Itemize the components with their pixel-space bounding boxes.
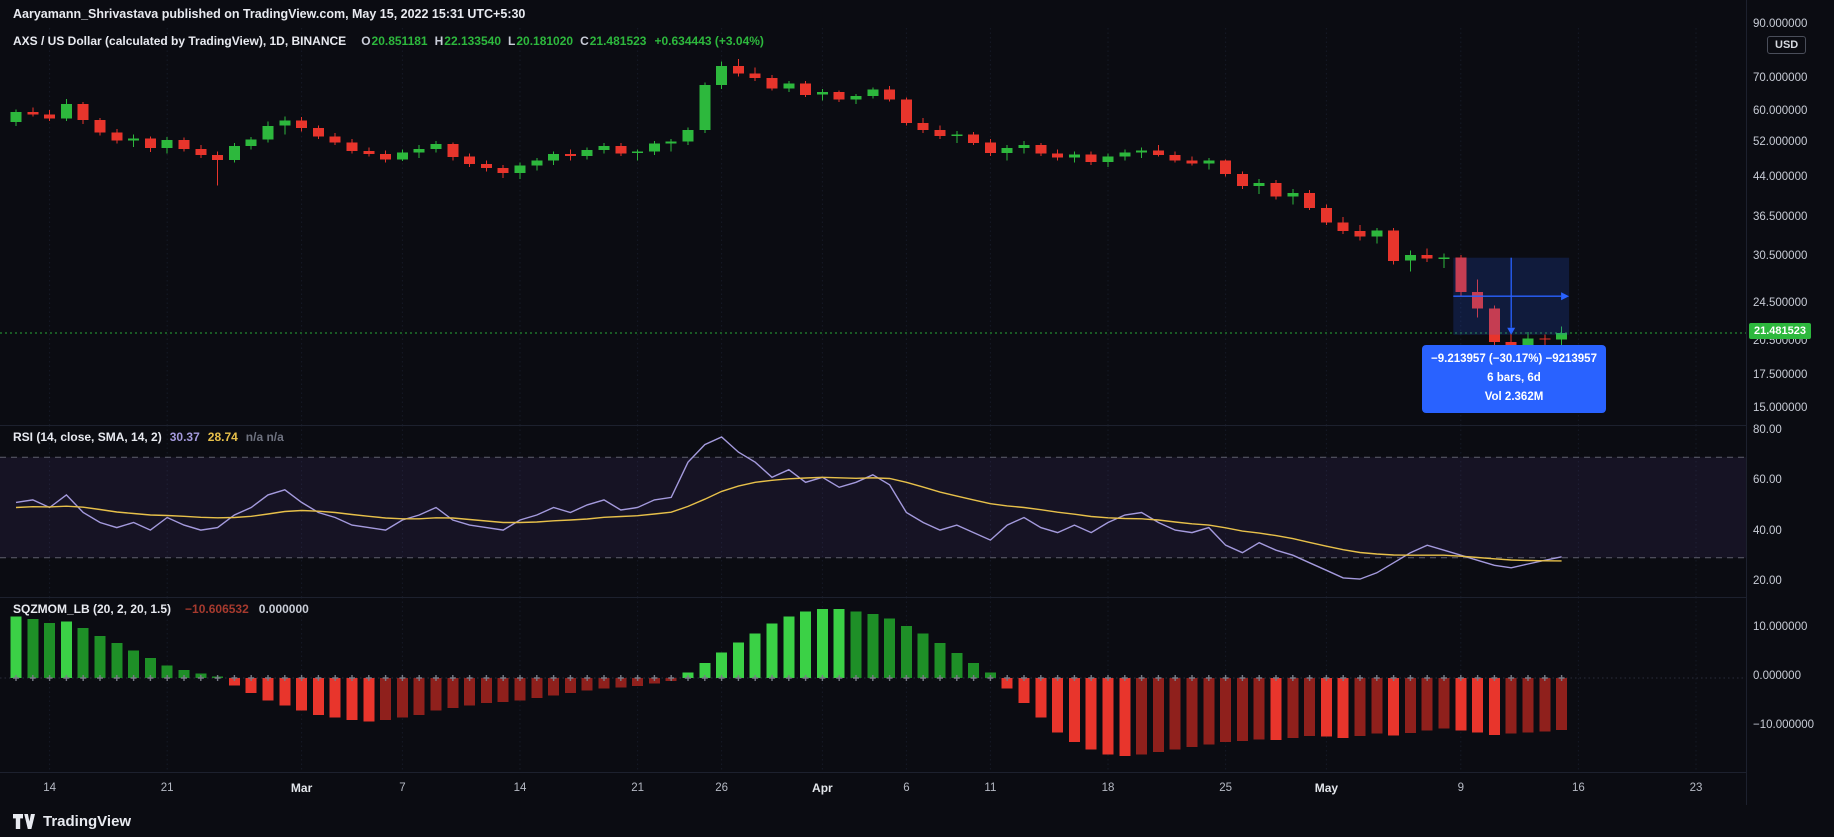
change-value: +0.634443 (+3.04%) [654,34,764,48]
time-axis-tick: 7 [399,782,406,794]
low-value: 20.181020 [516,34,574,48]
sqzmom-zero-value: 0.000000 [258,602,309,616]
sqzmom-value: −10.606532 [185,602,249,616]
time-axis-tick: 26 [715,782,728,794]
price-range-drawing[interactable] [1453,257,1570,335]
tradingview-logo-icon[interactable] [13,813,35,829]
rsi-ma-line [15,476,1562,562]
current-price-badge: 21.481523 [1749,323,1811,340]
close-value: 21.481523 [589,34,647,48]
price-axis-label: 52.000000 [1753,135,1808,148]
price-axis-label: 44.000000 [1753,171,1808,184]
attribution-bar: Aaryamann_Shrivastava published on Tradi… [0,0,1834,28]
time-axis-tick: 11 [984,782,997,794]
time-axis-month-tick: May [1314,781,1339,795]
open-value: 20.851181 [371,34,428,48]
high-value: 22.133540 [444,34,501,48]
usd-unit-button[interactable]: USD [1767,36,1807,54]
rsi-line [15,436,1562,580]
time-axis-month-tick: Apr [812,781,833,795]
time-axis-tick: 14 [513,782,527,794]
time-axis[interactable]: 14 21 Mar 7 14 21 26 Apr 6 11 18 25 May 9 16 23 [0,772,1746,805]
time-axis-tick: 18 [1101,782,1115,794]
high-label: H [434,34,444,48]
price-axis-label: 70.000000 [1753,71,1808,84]
rsi-value: 30.37 [169,430,200,444]
rsi-legend[interactable]: RSI (14, close, SMA, 14, 2) 30.37 28.74 n/a… [13,430,284,444]
sqzmom-axis-label: 0.000000 [1753,670,1801,682]
rsi-axis-label: 40.00 [1753,524,1782,537]
rsi-axis-label: 20.00 [1753,574,1782,587]
sqzmom-axis-label: −10.000000 [1753,719,1815,731]
measurement-volume: Vol 2.362M [1484,391,1544,403]
footer-bar: TradingView [0,805,1834,837]
price-axis-label: 60.000000 [1753,104,1808,117]
measurement-price-change: −9.213957 (−30.17%) −9213957 [1431,353,1597,365]
price-axis[interactable]: USD 90.000000 70.000000 60.000000 52.000000… [1747,0,1834,805]
time-axis-tick: 6 [903,782,910,794]
measurement-bars: 6 bars, 6d [1487,372,1541,384]
symbol-title: AXS / US Dollar (calculated by TradingVi… [13,34,347,48]
candles-layer [10,58,1568,385]
sqzmom-pane[interactable] [0,597,1746,772]
rsi-title: RSI (14, close, SMA, 14, 2) [13,430,162,444]
low-label: L [508,34,516,48]
pane-divider[interactable] [0,597,1746,598]
time-axis-month-tick: Mar [290,781,313,795]
symbol-legend[interactable]: AXS / US Dollar (calculated by TradingVi… [13,34,764,48]
close-label: C [580,34,589,48]
sqzmom-axis-label: 10.000000 [1753,621,1808,633]
rsi-axis-label: 80.00 [1753,424,1782,436]
attribution-text: published on TradingView.com, May 15, 20… [158,7,526,21]
rsi-pane[interactable] [0,425,1746,597]
price-axis-divider [1746,0,1747,805]
time-axis-tick: 21 [160,782,174,794]
main-price-pane[interactable] [0,28,1746,425]
time-axis-tick: 23 [1689,782,1703,794]
time-axis-tick: 25 [1219,782,1232,794]
price-axis-label: 30.500000 [1753,249,1808,262]
rsi-ma-value: 28.74 [207,430,238,444]
price-axis-label: 90.000000 [1753,18,1808,30]
measurement-tooltip: −9.213957 (−30.17%) −9213957 6 bars, 6d … [1422,345,1606,413]
squeeze-markers [13,675,1565,681]
sqzmom-title: SQZMOM_LB (20, 2, 20, 1.5) [13,602,172,616]
time-axis-tick: 14 [43,782,56,794]
sqzmom-legend[interactable]: SQZMOM_LB (20, 2, 20, 1.5) −10.606532 0.00… [13,602,309,616]
price-axis-label: 36.500000 [1753,211,1808,224]
time-axis-tick: 16 [1571,782,1585,794]
time-axis-tick: 9 [1457,782,1464,794]
price-axis-label: 15.000000 [1753,402,1808,415]
open-label: O [361,34,371,48]
tradingview-brand-text[interactable]: TradingView [43,812,132,830]
price-axis-label: 17.500000 [1753,368,1808,381]
rsi-axis-label: 60.00 [1753,474,1782,487]
author-name: Aaryamann_Shrivastava [13,7,159,21]
time-axis-divider [0,772,1746,773]
rsi-na-values: n/a n/a [245,430,284,444]
time-axis-tick: 21 [631,782,644,794]
pane-divider[interactable] [0,425,1746,426]
momentum-histogram [10,608,1568,756]
price-axis-label: 24.500000 [1753,296,1808,309]
